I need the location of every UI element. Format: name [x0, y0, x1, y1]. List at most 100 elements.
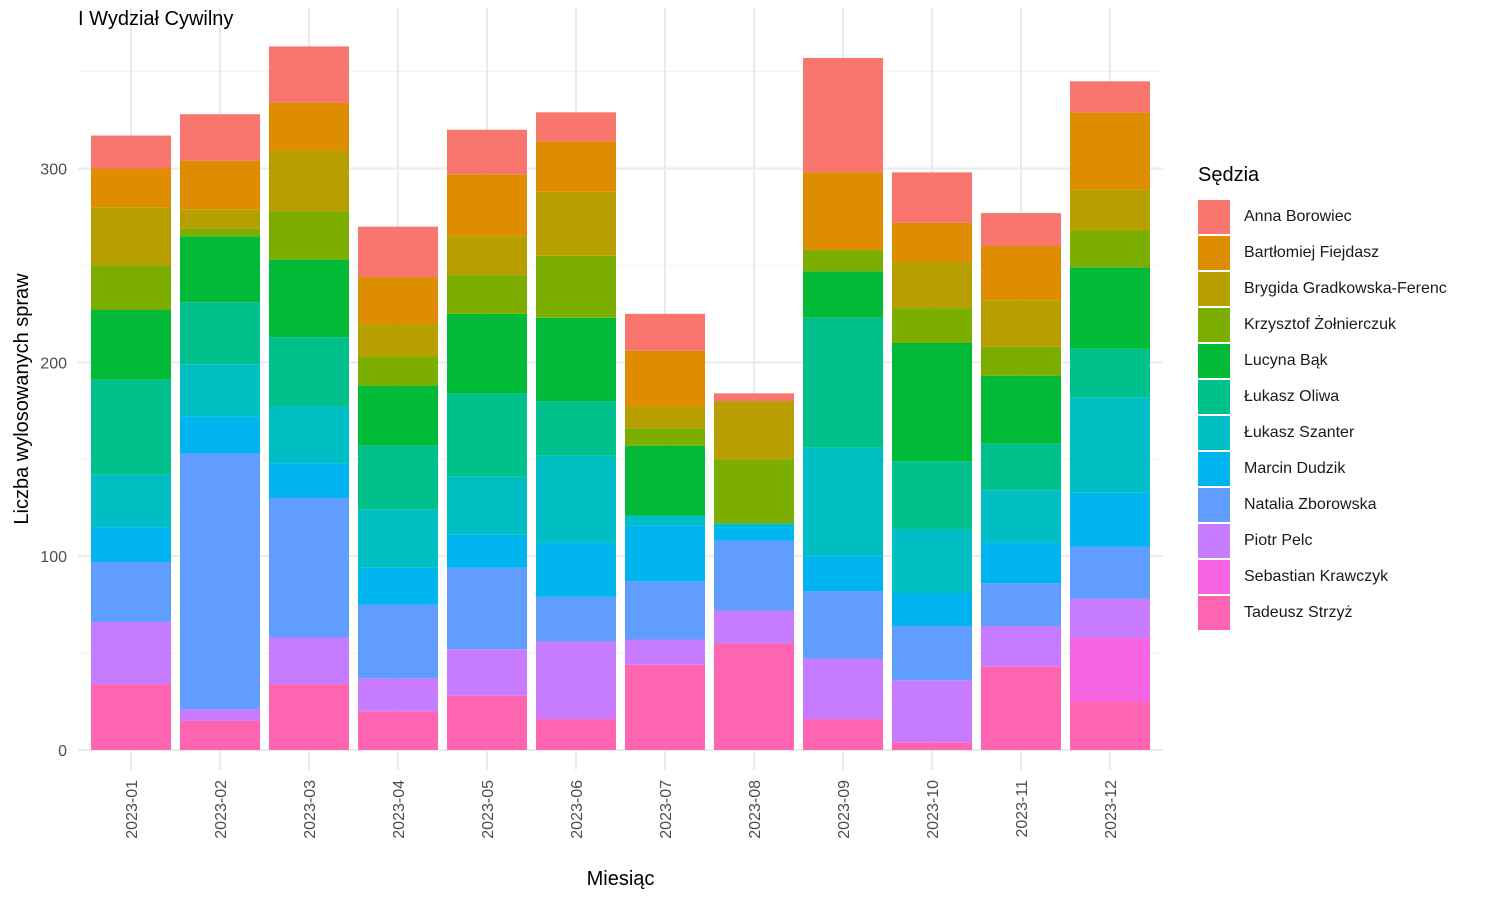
bar-segment [269, 46, 349, 103]
legend-title: Sędzia [1198, 164, 1260, 186]
legend-label: Krzysztof Żołnierczuk [1244, 316, 1397, 333]
bar-segment [269, 406, 349, 464]
bar-segment [714, 393, 794, 402]
bar-segment [625, 406, 705, 429]
bar-segment [447, 129, 527, 175]
bar-segment [625, 525, 705, 582]
bar-segment [892, 680, 972, 743]
legend-label: Natalia Zborowska [1244, 496, 1377, 513]
bar-segment [91, 168, 171, 208]
x-tick-label: 2023-05 [480, 780, 497, 839]
bar-segment [714, 523, 794, 528]
legend-swatch [1198, 560, 1230, 594]
legend-item: Sebastian Krawczyk [1198, 559, 1447, 595]
bar-segment [269, 337, 349, 407]
legend-swatch [1198, 236, 1230, 270]
bar-segment [180, 453, 260, 710]
bar-segment [625, 639, 705, 665]
bar-segment [981, 375, 1061, 444]
x-tick-label: 2023-09 [836, 780, 853, 839]
bar-segment [981, 443, 1061, 491]
y-axis-title: Liczba wylosowanych spraw [11, 273, 33, 525]
bar-segment [892, 172, 972, 223]
bar-segment [447, 567, 527, 650]
bar-segment [1070, 492, 1150, 547]
bar-segment [1070, 81, 1150, 113]
legend-item: Łukasz Szanter [1198, 415, 1447, 451]
bar-segment [1070, 598, 1150, 638]
bar-segment [803, 58, 883, 173]
bar-segment [447, 275, 527, 314]
legend-swatch [1198, 344, 1230, 378]
legend-label: Anna Borowiec [1244, 208, 1352, 225]
bar-segment [447, 649, 527, 696]
bar-segment [536, 317, 616, 402]
legend-swatch [1198, 596, 1230, 630]
bar-segment [269, 259, 349, 338]
bar-segment [803, 591, 883, 659]
bar-segment [803, 249, 883, 272]
bar-segment [536, 191, 616, 256]
legend-swatch [1198, 200, 1230, 234]
bar-segment [180, 416, 260, 454]
bar-segment [447, 174, 527, 237]
legend-item: Piotr Pelc [1198, 523, 1447, 559]
bar-segment [91, 527, 171, 562]
bar-segment [180, 228, 260, 237]
bar-segment [358, 604, 438, 679]
bar-segment [625, 445, 705, 516]
bar-segment [180, 364, 260, 417]
bar-segment [91, 310, 171, 380]
bar-segment [180, 720, 260, 750]
bar-segment [892, 625, 972, 681]
bar-segment [714, 610, 794, 644]
x-tick-label: 2023-04 [391, 780, 408, 839]
bar-segment [892, 342, 972, 462]
bar-segment [358, 277, 438, 324]
bar-segment [536, 112, 616, 142]
legend-label: Piotr Pelc [1244, 532, 1313, 549]
chart-title: I Wydział Cywilny [78, 8, 234, 30]
bar-segment [892, 529, 972, 593]
bar-segment [536, 455, 616, 543]
x-tick-label: 2023-03 [302, 780, 319, 839]
bar-segment [1070, 546, 1150, 599]
x-tick-label: 2023-07 [658, 780, 675, 839]
bar-segment [536, 596, 616, 642]
bar-segment [91, 474, 171, 528]
bar-segment [803, 271, 883, 318]
bar-segment [714, 401, 794, 460]
bar-segment [892, 592, 972, 626]
bar-segment [1070, 348, 1150, 398]
bar-segment [91, 684, 171, 750]
bar-segment [803, 447, 883, 557]
legend-item: Krzysztof Żołnierczuk [1198, 307, 1447, 343]
bar-segment [447, 534, 527, 568]
legend-item: Lucyna Bąk [1198, 343, 1447, 379]
bar-segment [358, 385, 438, 446]
bar-segment [892, 742, 972, 750]
legend-label: Marcin Dudzik [1244, 460, 1346, 477]
bar-segment [269, 463, 349, 499]
bar-segment [358, 509, 438, 568]
legend-swatch [1198, 380, 1230, 414]
legend-item: Tadeusz Strzyż [1198, 595, 1447, 631]
bar-segment [625, 515, 705, 526]
legend-label: Bartłomiej Fiejdasz [1244, 244, 1380, 261]
bar-segment [1070, 267, 1150, 349]
y-tick-label: 300 [40, 162, 67, 179]
x-tick-label: 2023-02 [213, 780, 230, 839]
bar-segment [447, 393, 527, 477]
bar-segment [447, 476, 527, 535]
bar-segment [1070, 189, 1150, 231]
legend-swatch [1198, 416, 1230, 450]
bar-segment [536, 542, 616, 597]
legend-item: Anna Borowiec [1198, 199, 1447, 235]
x-tick-label: 2023-08 [747, 780, 764, 839]
bar-segment [981, 300, 1061, 347]
x-tick-label: 2023-11 [1014, 780, 1031, 838]
bar-segment [1070, 637, 1150, 702]
legend-item: Łukasz Oliwa [1198, 379, 1447, 415]
